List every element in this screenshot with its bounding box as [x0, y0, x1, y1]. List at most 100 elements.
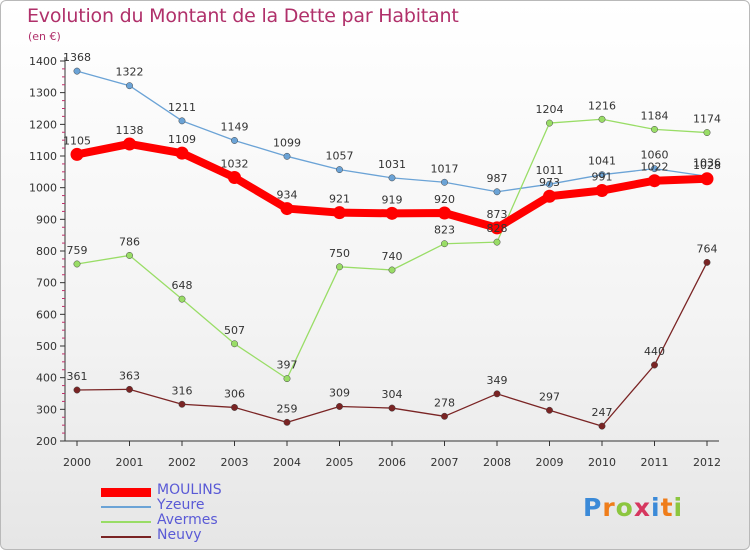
chart-title: Evolution du Montant de la Dette par Hab…: [27, 5, 459, 27]
data-point: [546, 406, 553, 414]
y-tick-label: 1300: [29, 87, 57, 100]
data-label: 934: [277, 189, 298, 202]
data-label: 828: [487, 222, 508, 235]
data-label: 397: [277, 359, 298, 372]
data-label: 363: [119, 369, 140, 382]
legend-swatch: [101, 487, 151, 497]
data-label: 873: [487, 208, 508, 221]
y-tick-label: 200: [36, 435, 57, 448]
data-point: [543, 189, 556, 203]
legend-label: Neuvy: [157, 527, 202, 543]
data-label: 1041: [588, 155, 616, 168]
legend-label: Yzeure: [157, 497, 205, 513]
data-label: 1099: [273, 136, 301, 149]
proxiti-logo: Proxiti: [583, 493, 683, 522]
data-point: [598, 115, 606, 123]
data-label: 1216: [588, 99, 616, 112]
legend-swatch: [101, 506, 151, 508]
data-label: 764: [697, 242, 718, 255]
legend-label: Avermes: [157, 512, 218, 528]
y-tick-label: 1400: [29, 55, 57, 68]
data-label: 1060: [641, 149, 669, 162]
data-point: [231, 137, 238, 144]
data-point: [126, 251, 133, 259]
logo-letter: o: [615, 493, 634, 522]
data-label: 247: [592, 406, 613, 419]
data-point: [388, 266, 396, 274]
data-point: [283, 375, 291, 383]
x-tick-label: 2003: [221, 456, 249, 469]
x-tick-label: 2012: [693, 456, 721, 469]
data-point: [493, 390, 501, 398]
data-point: [73, 386, 81, 394]
logo-letter: i: [651, 493, 661, 522]
data-label: 349: [487, 374, 508, 387]
series-points: [70, 67, 714, 430]
data-label: 507: [224, 324, 245, 337]
data-point: [703, 258, 711, 266]
data-label: 1017: [431, 162, 459, 175]
x-tick-label: 2011: [641, 456, 669, 469]
data-label: 306: [224, 387, 245, 400]
data-label: 1204: [536, 103, 564, 116]
data-point: [546, 180, 553, 188]
data-label: 786: [119, 235, 140, 248]
data-label: 1109: [168, 133, 196, 146]
data-label: 440: [644, 345, 665, 358]
data-label: 361: [67, 370, 88, 383]
logo-letter: P: [583, 493, 603, 522]
data-point: [126, 385, 133, 393]
data-label: 1211: [168, 101, 196, 114]
legend-label: MOULINS: [157, 482, 222, 498]
data-point: [231, 340, 238, 348]
data-label: 304: [382, 388, 403, 401]
y-tick-label: 700: [36, 277, 57, 290]
data-point: [703, 129, 711, 137]
data-label: 278: [434, 396, 455, 409]
data-point: [648, 174, 661, 188]
data-point: [280, 202, 294, 216]
data-point: [283, 152, 291, 160]
data-label: 1149: [221, 120, 249, 133]
data-point: [178, 117, 186, 125]
data-point: [598, 171, 606, 179]
data-point: [546, 119, 553, 127]
data-label: 973: [539, 176, 560, 189]
data-label: 1022: [641, 161, 669, 174]
data-label: 1105: [63, 134, 91, 147]
y-tick-label: 1200: [29, 118, 57, 131]
data-point: [73, 260, 81, 268]
data-label: 309: [329, 386, 350, 399]
data-point: [336, 166, 343, 174]
data-point: [700, 172, 714, 186]
data-label: 1031: [378, 158, 406, 171]
data-label: 1028: [693, 159, 721, 172]
data-point: [123, 137, 136, 151]
data-label: 1174: [693, 113, 721, 126]
data-label: 987: [487, 172, 508, 185]
x-tick-label: 2000: [63, 456, 91, 469]
data-label: 759: [67, 244, 88, 257]
data-label: 1057: [326, 150, 354, 163]
data-point: [595, 184, 609, 198]
chart-axes: 200 300 400 500 600 700 800 900 1000 1100 1200 1300…: [29, 55, 721, 469]
data-point: [385, 206, 399, 220]
series-line-yzeure: [76, 70, 708, 193]
logo-letter: x: [633, 493, 651, 522]
data-point: [441, 240, 448, 248]
data-point: [283, 418, 291, 426]
data-point: [438, 206, 451, 220]
x-tick-label: 2004: [273, 456, 301, 469]
x-tick-label: 2009: [536, 456, 564, 469]
y-tick-label: 1000: [29, 182, 57, 195]
x-tick-label: 2008: [483, 456, 511, 469]
data-label: 259: [277, 402, 298, 415]
data-label: 1322: [116, 66, 144, 79]
data-label: 991: [592, 171, 613, 184]
data-point: [651, 361, 658, 369]
y-tick-label: 500: [36, 340, 57, 353]
data-label: 1032: [221, 158, 249, 171]
x-tick-label: 2002: [168, 456, 196, 469]
